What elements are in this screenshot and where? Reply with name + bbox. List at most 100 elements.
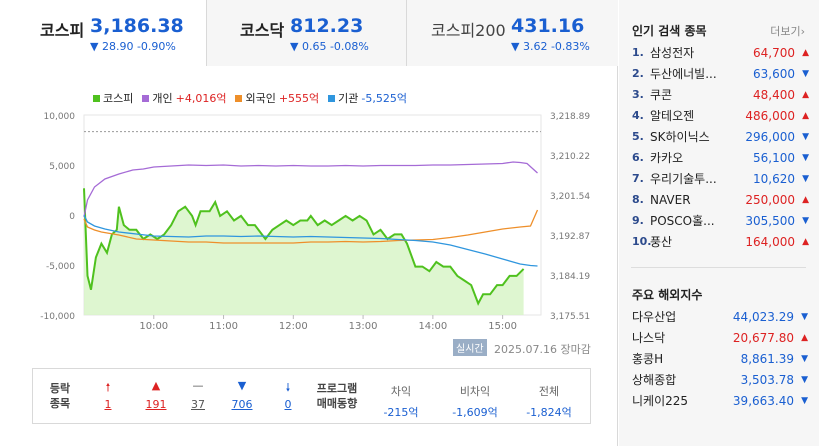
x-tick-label: 15:00 — [488, 321, 517, 332]
popular-item[interactable]: 8. NAVER 250,000 ▲ — [632, 189, 810, 210]
divider — [631, 267, 806, 268]
legend-foreign-value: +555억 — [278, 92, 320, 105]
down-arrow-icon: ▼ — [802, 68, 809, 79]
chart-legend: 코스피 개인 +4,016억 외국인 +555억 기관 -5,525억 — [93, 90, 407, 106]
rank-number: 7. — [632, 172, 644, 185]
left-tick-label: -10,000 — [40, 312, 75, 322]
popular-item[interactable]: 6. 카카오 56,100 ▼ — [632, 147, 810, 168]
advance-decline-count[interactable]: 1 — [104, 398, 112, 411]
popular-item[interactable]: 1. 삼성전자 64,700 ▲ — [632, 42, 810, 63]
rank-number: 9. — [632, 214, 644, 227]
tab-kospi[interactable]: 코스피 3,186.38 ▼ 28.90 -0.90% — [0, 0, 206, 67]
legend-institution-swatch — [328, 94, 336, 102]
stock-price: 486,000 — [745, 108, 795, 123]
popular-item[interactable]: 5. SK하이닉스 296,000 ▼ — [632, 126, 810, 147]
index-name[interactable]: 상해종합 — [632, 373, 677, 387]
popular-item[interactable]: 9. POSCO홀... 305,500 ▼ — [632, 210, 810, 231]
x-tick-label: 13:00 — [349, 321, 378, 332]
popular-item[interactable]: 4. 알테오젠 486,000 ▲ — [632, 105, 810, 126]
chevron-right-icon: › — [800, 25, 805, 38]
tab-kospi200-name: 코스피200 — [431, 21, 506, 40]
rank-number: 3. — [632, 88, 644, 101]
more-link[interactable]: 더보기› — [770, 23, 805, 39]
advance-decline-count[interactable]: 0 — [284, 398, 292, 411]
x-tick-label: 12:00 — [279, 321, 308, 332]
up-arrow-icon: ▲ — [802, 236, 809, 247]
popular-item[interactable]: 3. 쿠콘 48,400 ▲ — [632, 84, 810, 105]
right-tick-label: 3,201.54 — [550, 192, 590, 202]
stock-name[interactable]: 삼성전자 — [650, 46, 695, 60]
rank-number: 8. — [632, 193, 644, 206]
program-non-arbitrage: 비차익 -1,609억 — [445, 383, 505, 420]
stock-name[interactable]: NAVER — [650, 192, 691, 207]
popular-item[interactable]: 10. 풍산 164,000 ▲ — [632, 231, 810, 252]
live-badge[interactable]: 실시간 — [453, 339, 487, 356]
index-name[interactable]: 홍콩H — [632, 352, 664, 366]
world-title: 주요 해외지수 — [632, 288, 703, 302]
advance-decline-item[interactable]: 🠕 1 — [93, 379, 123, 411]
index-value: 44,023.29 — [732, 309, 794, 324]
stock-name[interactable]: 카카오 — [650, 151, 684, 165]
up-arrow-icon: ▲ — [802, 47, 809, 58]
legend-individual-label: 개인 — [152, 92, 173, 105]
rank-number: 4. — [632, 109, 644, 122]
stock-price: 164,000 — [745, 234, 795, 249]
advance-decline-count[interactable]: 706 — [231, 398, 253, 411]
stock-price: 296,000 — [745, 129, 795, 144]
direction-icon: ▲ — [151, 379, 161, 392]
stock-price: 63,600 — [753, 66, 795, 81]
advance-decline-count[interactable]: 191 — [145, 398, 167, 411]
popular-item[interactable]: 7. 우리기술투... 10,620 ▼ — [632, 168, 810, 189]
advance-decline-box: 등락 종목 🠕 1 ▲ 191—37 ▼ 706 🠗 0 프로그램 매매동향 차익 -215억 비… — [32, 368, 591, 424]
tab-kosdaq[interactable]: 코스닥 812.23 ▼ 0.65 -0.08% — [206, 0, 406, 66]
down-arrow-icon: ▼ — [801, 353, 808, 364]
stock-name[interactable]: SK하이닉스 — [650, 130, 710, 144]
advance-decline-item[interactable]: 🠗 0 — [273, 379, 303, 411]
program-trading-label: 프로그램 매매동향 — [309, 381, 365, 411]
world-index-item[interactable]: 다우산업 44,023.29 ▼ — [632, 306, 810, 327]
legend-individual-value: +4,016억 — [175, 92, 227, 105]
up-arrow-icon: ▲ — [802, 194, 809, 205]
down-arrow-icon: ▼ — [801, 395, 808, 406]
stock-name[interactable]: 알테오젠 — [650, 109, 695, 123]
up-arrow-icon: ▲ — [802, 110, 809, 121]
right-tick-label: 3,184.19 — [550, 272, 590, 282]
advance-decline-item[interactable]: ▲ 191 — [141, 379, 171, 411]
series-line-institution — [83, 214, 538, 267]
stock-name[interactable]: 쿠콘 — [650, 88, 673, 102]
left-tick-label: 5,000 — [49, 162, 75, 172]
rank-number: 5. — [632, 130, 644, 143]
side-panel: 인기 검색 종목 더보기› 1. 삼성전자 64,700 ▲ 2. 두산에너빌... 63,… — [619, 0, 819, 446]
program-total-label: 전체 — [538, 385, 560, 398]
stock-price: 56,100 — [753, 150, 795, 165]
stock-price: 250,000 — [745, 192, 795, 207]
world-index-item[interactable]: 니케이225 39,663.40 ▼ — [632, 390, 810, 411]
advance-decline-item[interactable]: — 37 — [183, 379, 213, 411]
stock-name[interactable]: POSCO홀... — [650, 214, 715, 228]
legend-institution-value: -5,525억 — [361, 92, 408, 105]
world-index-item[interactable]: 나스닥 20,677.80 ▲ — [632, 327, 810, 348]
series-line-individual — [83, 161, 538, 218]
advance-decline-item[interactable]: ▼ 706 — [227, 379, 257, 411]
index-name[interactable]: 니케이225 — [632, 394, 689, 408]
more-link-label: 더보기 — [770, 25, 801, 38]
index-name[interactable]: 나스닥 — [632, 331, 666, 345]
program-total: 전체 -1,824억 — [519, 383, 579, 420]
world-index-item[interactable]: 홍콩H 8,861.39 ▼ — [632, 348, 810, 369]
legend-kospi-swatch — [93, 94, 100, 102]
index-name[interactable]: 다우산업 — [632, 310, 677, 324]
stock-price: 10,620 — [753, 171, 795, 186]
program-arbitrage: 차익 -215억 — [377, 383, 425, 420]
world-index-item[interactable]: 상해종합 3,503.78 ▼ — [632, 369, 810, 390]
program-non-arbitrage-value: -1,609억 — [452, 406, 498, 419]
tab-kospi200[interactable]: 코스피200 431.16 ▼ 3.62 -0.83% — [406, 0, 618, 66]
stock-name[interactable]: 우리기술투... — [650, 172, 717, 186]
stock-name[interactable]: 풍산 — [650, 235, 673, 249]
popular-item[interactable]: 2. 두산에너빌... 63,600 ▼ — [632, 63, 810, 84]
advance-decline-count[interactable]: 37 — [191, 398, 205, 411]
rank-number: 6. — [632, 151, 644, 164]
right-tick-label: 3,192.87 — [550, 232, 590, 242]
index-value: 39,663.40 — [732, 393, 794, 408]
stock-name[interactable]: 두산에너빌... — [650, 67, 717, 81]
index-value: 3,503.78 — [740, 372, 794, 387]
